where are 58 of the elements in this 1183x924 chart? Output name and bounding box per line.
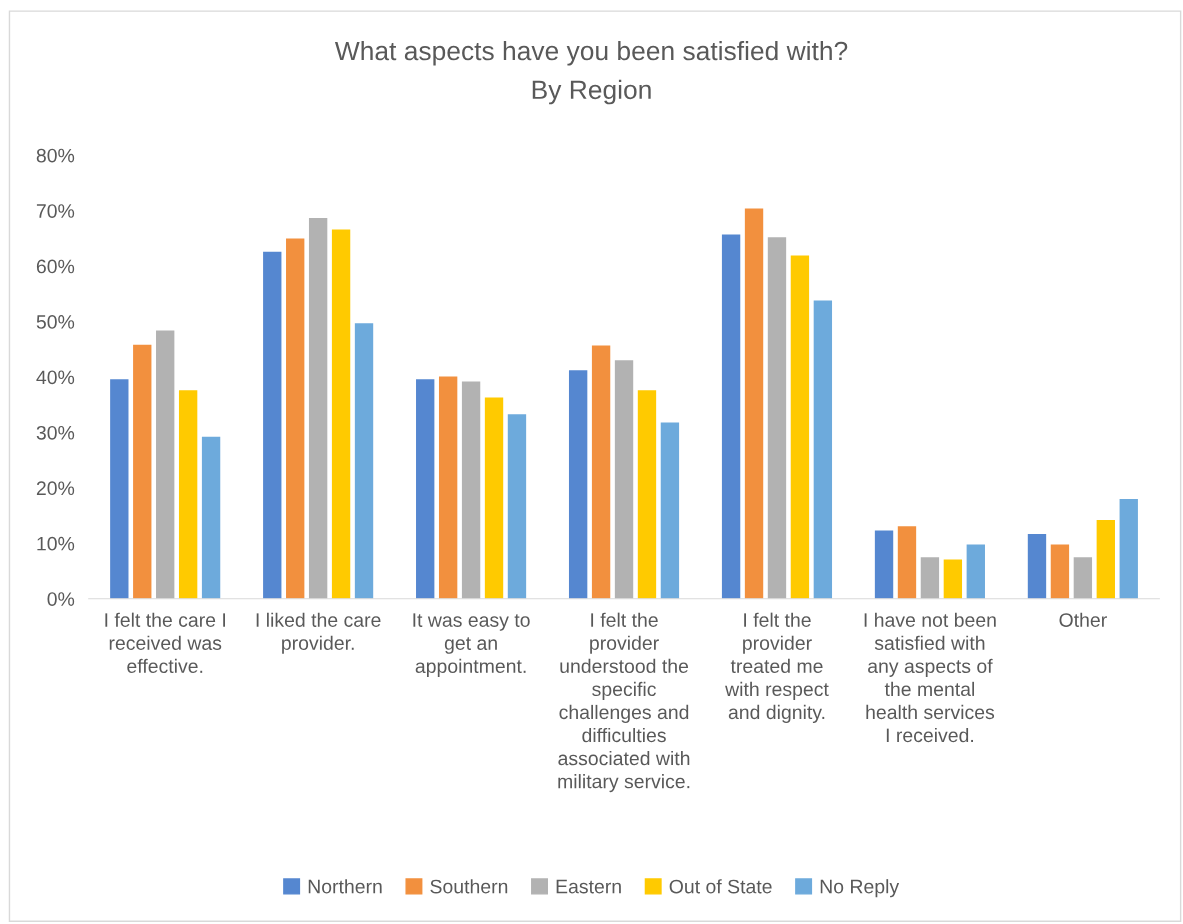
bar xyxy=(156,330,175,599)
bar xyxy=(263,251,282,599)
y-tick-label: 30% xyxy=(36,425,75,440)
y-tick-label: 10% xyxy=(37,536,75,551)
y-tick-label: 70% xyxy=(36,204,75,218)
bar xyxy=(568,370,588,599)
legend-label: No Reply xyxy=(820,879,900,898)
x-tick-label: I felt the provider understood the specific challenges and difficulties associated with military service. xyxy=(558,612,690,793)
legend-label: Eastern xyxy=(556,879,621,894)
x-tick-label: I have not been satisfied with any aspects of the mental health services I received. xyxy=(864,612,996,743)
bar xyxy=(614,360,634,599)
y-tick-label: 20% xyxy=(36,481,75,496)
legend-label: Northern xyxy=(308,879,382,894)
bar xyxy=(790,255,810,599)
chart-subtitle: By Region xyxy=(532,79,651,105)
bar xyxy=(1119,498,1138,599)
bar xyxy=(416,379,435,599)
x-tick-label: I felt the care I received was effective. xyxy=(105,612,226,674)
bar xyxy=(813,300,833,599)
bar xyxy=(461,381,481,599)
bar xyxy=(637,390,657,599)
bar xyxy=(438,376,458,599)
bar xyxy=(767,237,787,599)
bar xyxy=(1027,533,1047,599)
bar xyxy=(484,397,504,599)
x-tick-label: Other xyxy=(1059,612,1107,627)
x-tick-label: It was easy to get an appointment. xyxy=(413,613,530,677)
x-tick-label: I liked the care provider. xyxy=(256,612,381,654)
bar xyxy=(507,414,527,599)
bar xyxy=(744,208,764,599)
bar xyxy=(178,390,198,599)
bar xyxy=(943,559,963,599)
bar xyxy=(897,526,917,599)
bar xyxy=(721,234,741,599)
bar xyxy=(110,379,129,599)
bar xyxy=(201,436,221,599)
chart-title: What aspects have you been satisfied with? xyxy=(334,40,848,66)
y-tick-label: 0% xyxy=(47,592,75,606)
bar xyxy=(354,323,374,599)
bar xyxy=(591,345,611,599)
bar xyxy=(1073,557,1093,599)
x-tick-label: I felt the provider treated me with respect and dignity. xyxy=(725,612,829,723)
bar xyxy=(308,217,328,599)
y-tick-label: 60% xyxy=(36,259,75,274)
y-tick-label: 80% xyxy=(36,148,75,163)
bar xyxy=(1096,520,1115,599)
bar xyxy=(133,344,152,599)
bar xyxy=(331,229,351,599)
y-tick-label: 40% xyxy=(36,370,75,385)
bar xyxy=(874,530,894,599)
bar xyxy=(660,422,680,599)
bar xyxy=(966,544,985,599)
bar xyxy=(1050,544,1070,599)
bar xyxy=(286,238,305,599)
legend-label: Out of State xyxy=(669,879,772,894)
y-tick-label: 50% xyxy=(36,315,75,329)
bar xyxy=(920,557,940,599)
legend-label: Southern xyxy=(430,879,508,894)
